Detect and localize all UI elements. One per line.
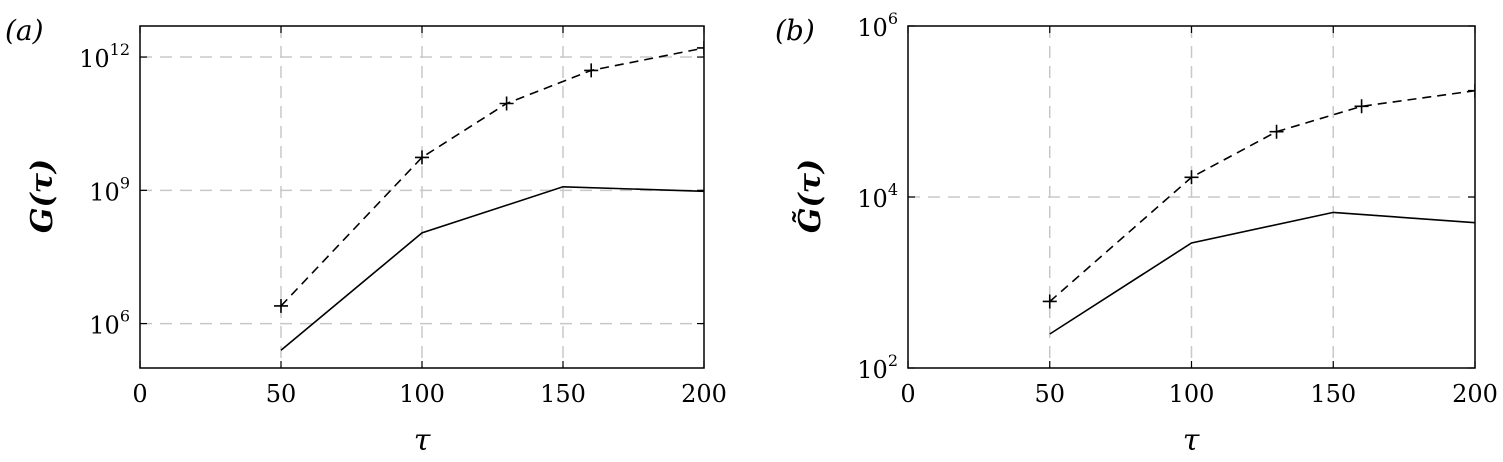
panel-a: (a) τ G(τ) 0 50 100 150 200 106 109 1012	[5, 14, 727, 458]
panel-a-marker-4	[697, 40, 704, 55]
panel-a-y-tick-label-9: 109	[89, 173, 130, 206]
panel-b-x-tick-label-0: 0	[900, 380, 915, 408]
panel-a-marker-1	[415, 150, 429, 165]
panel-a-series-group	[274, 40, 704, 351]
panel-b-series-solid-line	[1049, 211, 1475, 335]
panel-b-y-axis-title: G̃(τ)	[793, 159, 828, 233]
panel-b-x-tick-label-100: 100	[1169, 380, 1215, 408]
panel-b-y-tick-label-6: 106	[857, 9, 898, 42]
panel-b-x-tick-label-50: 50	[1034, 380, 1065, 408]
panel-b-x-axis-title: τ	[1183, 423, 1200, 458]
panel-b-marker-3	[1354, 99, 1369, 114]
panel-a-label: (a)	[5, 14, 44, 47]
panel-a-marker-3	[584, 63, 599, 78]
panel-b-x-tick-label-200: 200	[1452, 380, 1498, 408]
panel-a-marker-2	[499, 96, 514, 111]
panel-b-marker-4	[1468, 83, 1475, 98]
panel-a-y-tick-label-12: 1012	[79, 40, 130, 73]
panel-b-series-dashed-line	[1049, 89, 1475, 303]
panel-b-marker-2	[1269, 124, 1284, 139]
panel-a-y-tick-label-6: 106	[89, 307, 130, 340]
panel-b-series-group	[1042, 83, 1475, 335]
panel-a-x-tick-label-0: 0	[132, 380, 147, 408]
panel-a-y-axis-title: G(τ)	[25, 159, 60, 233]
panel-a-x-tick-label-150: 150	[540, 380, 586, 408]
panel-b-y-tick-label-2: 102	[857, 351, 898, 384]
panel-a-series-dashed-line	[280, 47, 704, 307]
panel-a-x-tick-label-50: 50	[266, 380, 297, 408]
panel-b-x-tick-label-150: 150	[1310, 380, 1356, 408]
panel-a-marker-0	[274, 298, 288, 313]
panel-b-marker-0	[1042, 294, 1057, 309]
panel-a-x-tick-label-200: 200	[681, 380, 727, 408]
panel-b: (b) τ G̃(τ) 0 50 100 150 200 102 104 106	[775, 9, 1498, 458]
panel-a-x-tick-label-100: 100	[399, 380, 445, 408]
panel-a-x-axis-title: τ	[414, 423, 431, 458]
panel-a-series-solid-line	[280, 185, 704, 351]
panel-b-marker-1	[1184, 170, 1199, 185]
panel-b-y-tick-label-4: 104	[857, 180, 898, 213]
panel-b-label: (b)	[775, 14, 815, 47]
